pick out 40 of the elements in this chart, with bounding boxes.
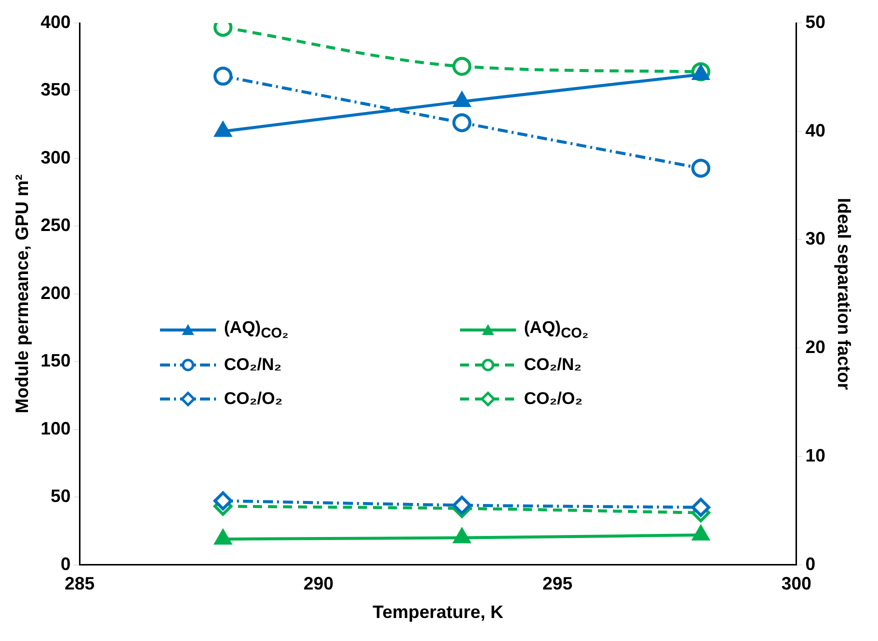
legend-label: (AQ)$_{CO₂}$	[224, 318, 288, 342]
y2-axis-title: Ideal separation factor	[834, 198, 854, 390]
point	[453, 92, 470, 108]
x-tick-label: 285	[64, 574, 95, 594]
point	[452, 496, 472, 515]
point	[692, 526, 710, 540]
point	[453, 528, 470, 544]
legend-label: CO₂/N₂	[224, 355, 282, 376]
y-tick-label: 250	[40, 215, 71, 236]
point	[691, 158, 710, 178]
legend-label: CO₂/O₂	[224, 389, 283, 410]
x-axis-title: Temperature, K	[372, 602, 504, 622]
x-tick-label: 295	[542, 574, 572, 594]
x-tick-label: 290	[304, 574, 334, 594]
point	[213, 491, 232, 510]
point	[214, 122, 232, 137]
y2-tick-label: 20	[805, 337, 826, 358]
point	[214, 530, 232, 545]
point	[452, 113, 472, 132]
y-tick-label: 400	[40, 12, 71, 32]
y-tick-label: 150	[40, 350, 71, 371]
y-tick-label: 300	[40, 147, 71, 168]
legend-label: (AQ)$_{CO₂}$	[524, 318, 588, 342]
point	[213, 66, 232, 86]
legend-label: CO₂/O₂	[524, 389, 583, 410]
y-tick-label: 100	[40, 418, 71, 438]
y2-tick-label: 40	[805, 120, 826, 140]
y-tick-label: 0	[60, 554, 71, 574]
y2-tick-label: 0	[805, 554, 816, 574]
y2-tick-label: 30	[805, 228, 826, 249]
legend-label: CO₂/N₂	[524, 355, 582, 376]
y2-tick-label: 10	[805, 445, 826, 466]
y2-tick-label: 50	[805, 12, 826, 32]
point	[691, 498, 710, 517]
y-tick-label: 50	[50, 486, 71, 506]
point	[452, 56, 472, 76]
x-tick-label: 300	[781, 574, 812, 594]
y-tick-label: 200	[40, 282, 71, 303]
y-tick-label: 350	[40, 80, 71, 100]
y-axis-title: Module permeance, GPU m²	[12, 174, 32, 414]
